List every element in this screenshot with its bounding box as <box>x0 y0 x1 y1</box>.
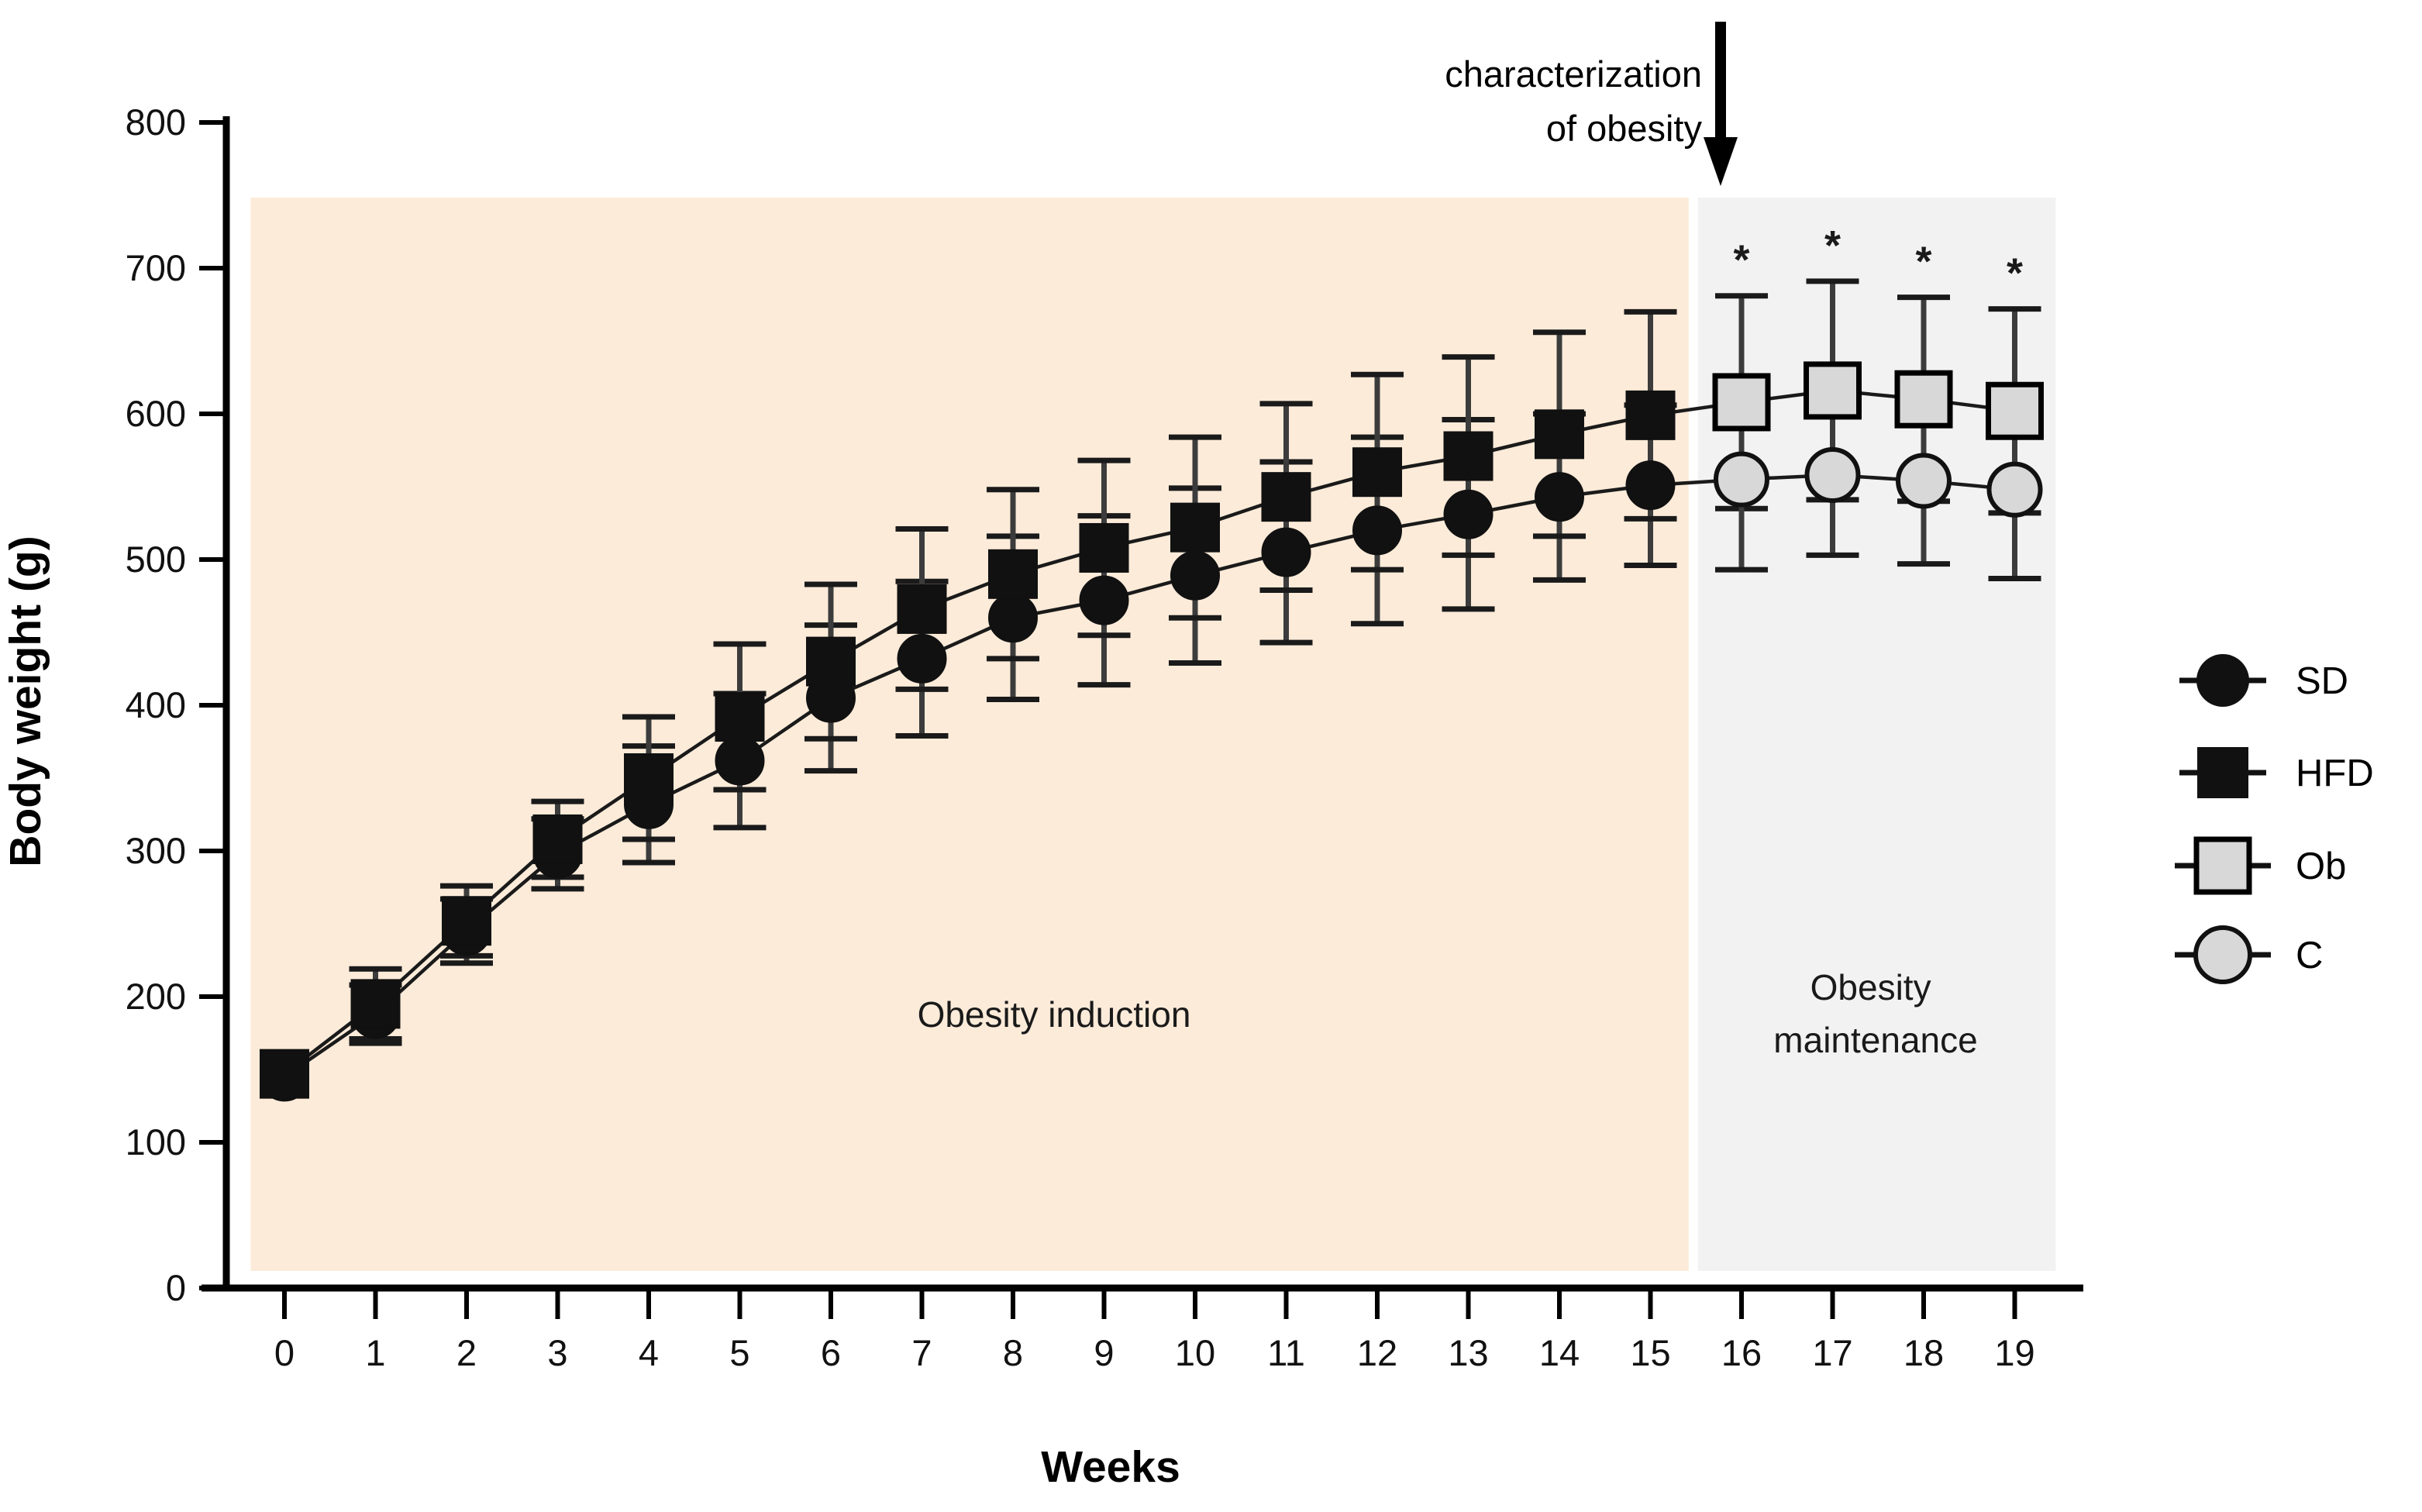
data-point-hfd-week-9 <box>1079 522 1129 573</box>
x-tick-label-14: 14 <box>1539 1332 1580 1373</box>
x-tick-label-16: 16 <box>1721 1332 1762 1373</box>
data-point-hfd-week-11 <box>1261 472 1311 522</box>
data-point-c-week-19 <box>1986 461 2043 518</box>
obesity-maintenance-label-line2: maintenance <box>1773 1020 1977 1060</box>
down-arrow-icon <box>1704 22 1738 186</box>
data-point-sd-week-10 <box>1170 550 1220 601</box>
data-point-hfd-week-12 <box>1352 447 1402 498</box>
data-point-hfd-week-0 <box>260 1049 309 1099</box>
legend-item-hfd: HFD <box>2179 747 2374 798</box>
data-point-sd-week-13 <box>1443 489 1494 539</box>
series-line-hfd <box>283 413 1651 1076</box>
series-line-sd <box>283 483 1651 1079</box>
x-tick-label-1: 1 <box>365 1332 385 1373</box>
x-tick-label-19: 19 <box>1994 1332 2034 1373</box>
y-tick-label-400: 400 <box>126 684 186 725</box>
characterization-annotation-line2: of obesity <box>1546 108 1703 149</box>
data-point-c-week-18 <box>1896 453 1952 509</box>
x-tick-label-7: 7 <box>911 1332 932 1373</box>
data-point-sd-week-14 <box>1535 472 1584 522</box>
x-tick-label-2: 2 <box>456 1332 477 1373</box>
data-point-hfd-week-4 <box>624 753 674 803</box>
data-point-sd-week-5 <box>715 735 765 786</box>
x-tick-label-8: 8 <box>1003 1332 1023 1373</box>
data-point-sd-week-12 <box>1352 505 1402 556</box>
data-point-hfd-week-2 <box>442 896 491 946</box>
y-tick-label-700: 700 <box>126 247 186 288</box>
x-tick-label-11: 11 <box>1267 1332 1305 1373</box>
asterisk-week-16: * <box>1733 237 1749 284</box>
data-point-sd-week-11 <box>1261 527 1311 577</box>
data-point-sd-week-15 <box>1625 460 1676 511</box>
data-point-sd-week-9 <box>1079 575 1129 625</box>
data-point-hfd-week-15 <box>1625 390 1676 440</box>
data-point-ob-week-19 <box>1986 381 2044 440</box>
y-tick-label-100: 100 <box>126 1121 186 1162</box>
y-tick-label-300: 300 <box>126 830 186 871</box>
asterisk-week-18: * <box>1915 239 1931 285</box>
legend-item-c: C <box>2175 925 2323 984</box>
significance-markers: * * * * <box>1733 222 2023 297</box>
data-point-sd-week-8 <box>988 593 1038 643</box>
x-tick-label-12: 12 <box>1357 1332 1397 1373</box>
data-point-c-week-16 <box>1714 451 1769 508</box>
y-tick-label-600: 600 <box>126 393 186 434</box>
data-point-hfd-week-3 <box>532 814 583 864</box>
legend: SD HFD Ob C <box>2175 654 2374 984</box>
obesity-maintenance-band <box>1697 198 2056 1271</box>
legend-item-sd: SD <box>2179 654 2348 707</box>
legend-label-c: C <box>2296 935 2323 976</box>
obesity-induction-label: Obesity induction <box>918 994 1191 1035</box>
x-tick-label-13: 13 <box>1448 1332 1488 1373</box>
data-point-hfd-week-14 <box>1535 409 1584 460</box>
x-tick-label-5: 5 <box>729 1332 749 1373</box>
x-tick-label-18: 18 <box>1903 1332 1944 1373</box>
x-axis-title: Weeks <box>1041 1442 1180 1492</box>
x-tick-label-9: 9 <box>1094 1332 1114 1373</box>
x-tick-label-17: 17 <box>1812 1332 1852 1373</box>
y-tick-label-0: 0 <box>166 1267 186 1308</box>
x-tick-label-3: 3 <box>547 1332 567 1373</box>
ob-legend-marker-icon <box>2193 836 2252 895</box>
obesity-induction-band <box>250 198 1689 1271</box>
data-point-hfd-week-8 <box>988 549 1038 599</box>
data-point-hfd-week-7 <box>897 584 947 634</box>
x-tick-label-4: 4 <box>639 1332 659 1373</box>
x-tick-label-0: 0 <box>274 1332 295 1373</box>
data-point-hfd-week-10 <box>1170 502 1220 553</box>
y-tick-label-200: 200 <box>126 976 186 1017</box>
y-tick-label-500: 500 <box>126 539 186 580</box>
asterisk-week-17: * <box>1824 222 1841 269</box>
data-point-hfd-week-1 <box>350 979 401 1029</box>
data-point-sd-week-7 <box>897 633 947 684</box>
data-point-hfd-week-13 <box>1443 431 1494 481</box>
asterisk-week-19: * <box>2007 250 2023 297</box>
data-point-ob-week-17 <box>1804 361 1862 420</box>
characterization-annotation-line1: characterization <box>1445 53 1702 95</box>
data-point-c-week-17 <box>1804 446 1861 503</box>
c-legend-marker-icon <box>2193 925 2252 984</box>
data-point-ob-week-18 <box>1894 370 1953 429</box>
obesity-maintenance-label-line1: Obesity <box>1810 967 1931 1007</box>
legend-item-ob: Ob <box>2175 836 2346 895</box>
data-point-ob-week-16 <box>1712 373 1771 432</box>
x-tick-label-6: 6 <box>821 1332 841 1373</box>
x-tick-label-10: 10 <box>1175 1332 1215 1373</box>
data-point-hfd-week-5 <box>715 692 765 742</box>
legend-label-ob: Ob <box>2296 846 2346 887</box>
obesity-maintenance-label: Obesity maintenance <box>1773 967 1977 1060</box>
data-point-hfd-week-6 <box>806 636 856 687</box>
legend-label-sd: SD <box>2296 660 2348 702</box>
y-axis-title: Body weight (g) <box>1 536 50 866</box>
hfd-legend-marker-icon <box>2197 747 2248 798</box>
x-tick-label-15: 15 <box>1630 1332 1670 1373</box>
data-series <box>260 278 2044 1102</box>
legend-label-hfd: HFD <box>2296 753 2374 794</box>
sd-legend-marker-icon <box>2196 654 2249 707</box>
y-tick-label-800: 800 <box>126 102 186 143</box>
